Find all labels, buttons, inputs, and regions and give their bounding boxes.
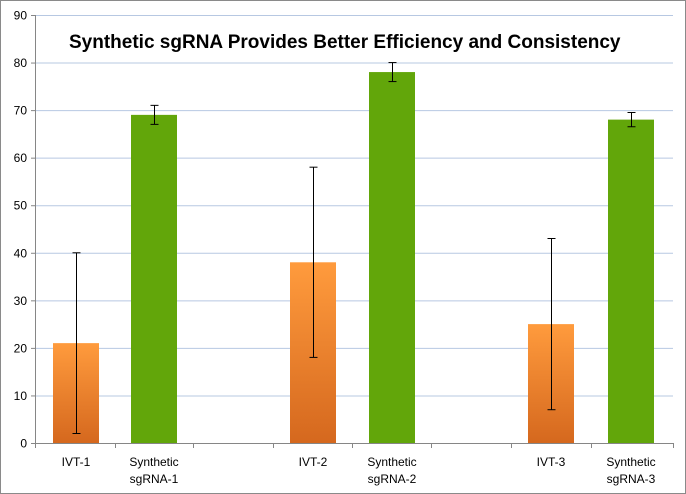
y-tick-label-70: 70 [14, 104, 28, 118]
x-tick-label-1: Synthetic sgRNA-1 [129, 455, 178, 486]
bar-synthetic-sgrna-2 [369, 72, 415, 444]
bar-synthetic-sgrna-3 [608, 119, 654, 443]
y-tick-label-50: 50 [14, 199, 28, 213]
x-tick-label-2: IVT-2 [299, 455, 328, 469]
y-tick-label-0: 0 [20, 437, 27, 451]
chart-title: Synthetic sgRNA Provides Better Efficien… [69, 32, 621, 53]
x-tick-label-0: IVT-1 [62, 455, 91, 469]
error-bar-synthetic-sgrna-1 [150, 104, 159, 125]
y-tick-label-60: 60 [14, 151, 28, 165]
y-tick-label-20: 20 [14, 341, 28, 355]
y-tick-label-80: 80 [14, 56, 28, 70]
y-tick-label-90: 90 [14, 9, 28, 23]
x-tick-label-3: Synthetic sgRNA-2 [367, 455, 416, 486]
error-bar-ivt-3 [547, 238, 556, 411]
error-bar-synthetic-sgrna-2 [388, 62, 397, 83]
error-bar-synthetic-sgrna-3 [627, 111, 636, 128]
x-tick-label-4: IVT-3 [537, 455, 566, 469]
x-tick-label-5: Synthetic sgRNA-3 [606, 455, 655, 486]
error-bar-ivt-2 [309, 166, 318, 358]
bar-synthetic-sgrna-1 [131, 114, 177, 443]
y-tick-label-30: 30 [14, 294, 28, 308]
y-tick-label-40: 40 [14, 246, 28, 260]
error-bar-ivt-1 [72, 252, 81, 434]
y-tick-label-10: 10 [14, 389, 28, 403]
